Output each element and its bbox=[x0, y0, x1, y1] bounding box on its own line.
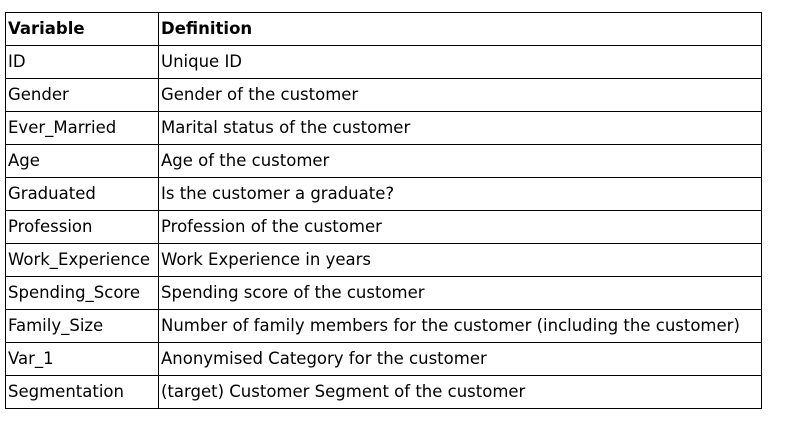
definition-cell: Gender of the customer bbox=[158, 78, 762, 112]
definition-cell: Age of the customer bbox=[158, 144, 762, 178]
variable-cell: Segmentation bbox=[5, 375, 159, 409]
table-header-row: Variable Definition bbox=[5, 12, 762, 46]
table-row: Ever_Married Marital status of the custo… bbox=[5, 111, 762, 145]
header-definition: Definition bbox=[158, 12, 762, 46]
table-row: Profession Profession of the customer bbox=[5, 210, 762, 244]
table-row: Work_Experience Work Experience in years bbox=[5, 243, 762, 277]
variable-cell: Spending_Score bbox=[5, 276, 159, 310]
table-row: Var_1 Anonymised Category for the custom… bbox=[5, 342, 762, 376]
variable-cell: Family_Size bbox=[5, 309, 159, 343]
table-row: Gender Gender of the customer bbox=[5, 78, 762, 112]
variable-cell: Work_Experience bbox=[5, 243, 159, 277]
variable-definition-table: Variable Definition ID Unique ID Gender … bbox=[5, 12, 762, 409]
table-row: ID Unique ID bbox=[5, 45, 762, 79]
table-row: Family_Size Number of family members for… bbox=[5, 309, 762, 343]
table-row: Segmentation (target) Customer Segment o… bbox=[5, 375, 762, 409]
definition-cell: (target) Customer Segment of the custome… bbox=[158, 375, 762, 409]
definition-cell: Profession of the customer bbox=[158, 210, 762, 244]
definition-cell: Work Experience in years bbox=[158, 243, 762, 277]
variable-cell: ID bbox=[5, 45, 159, 79]
table-row: Age Age of the customer bbox=[5, 144, 762, 178]
table-row: Graduated Is the customer a graduate? bbox=[5, 177, 762, 211]
variable-cell: Graduated bbox=[5, 177, 159, 211]
variable-cell: Var_1 bbox=[5, 342, 159, 376]
variable-cell: Gender bbox=[5, 78, 159, 112]
definition-cell: Is the customer a graduate? bbox=[158, 177, 762, 211]
variable-cell: Ever_Married bbox=[5, 111, 159, 145]
definition-cell: Number of family members for the custome… bbox=[158, 309, 762, 343]
definition-cell: Anonymised Category for the customer bbox=[158, 342, 762, 376]
definition-cell: Spending score of the customer bbox=[158, 276, 762, 310]
table-row: Spending_Score Spending score of the cus… bbox=[5, 276, 762, 310]
variable-cell: Profession bbox=[5, 210, 159, 244]
definition-cell: Unique ID bbox=[158, 45, 762, 79]
header-variable: Variable bbox=[5, 12, 159, 46]
definition-cell: Marital status of the customer bbox=[158, 111, 762, 145]
variable-cell: Age bbox=[5, 144, 159, 178]
